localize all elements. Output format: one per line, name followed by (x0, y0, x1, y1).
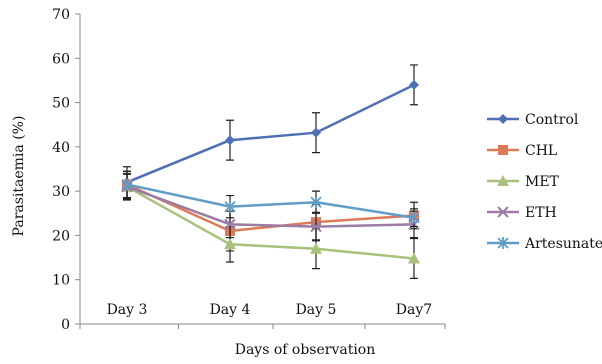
data-point-met (408, 252, 420, 264)
series-line-artesunate (126, 183, 415, 219)
legend-marker-chl (498, 145, 508, 155)
data-point-eth (310, 220, 322, 233)
data-point-artesunate (224, 200, 236, 213)
y-tick-label: 20 (52, 228, 70, 244)
legend-label: ETH (525, 205, 557, 221)
legend-label: Control (525, 112, 579, 128)
data-point-artesunate (310, 196, 322, 209)
x-tick-label: Day7 (396, 302, 432, 318)
legend-item-control: Control (487, 112, 579, 128)
series-artesunate (121, 170, 420, 228)
y-tick-label: 10 (52, 273, 70, 289)
y-tick-label: 30 (52, 184, 70, 200)
y-tick-label: 70 (52, 7, 70, 23)
legend-marker-eth (497, 206, 509, 218)
x-tick-label: Day 5 (296, 302, 337, 318)
legend-label: Artesunate (524, 236, 602, 252)
legend-item-eth: ETH (487, 205, 557, 221)
data-point-artesunate (121, 178, 133, 191)
data-point-eth (224, 218, 236, 231)
x-axis-ticks: Day 3 Day 4 Day 5 Day7 (79, 302, 446, 329)
series-line-control (126, 83, 415, 184)
y-axis-ticks: 0 10 20 30 40 50 60 70 (52, 7, 80, 333)
x-axis-title: Days of observation (235, 342, 376, 358)
legend-item-met: MET (487, 174, 560, 190)
data-point-control (311, 127, 321, 138)
data-point-control (409, 79, 419, 90)
legend-marker-artesunate (497, 237, 509, 249)
data-point-control (225, 135, 235, 146)
legend-marker-control (498, 114, 508, 124)
x-tick-label: Day 3 (107, 302, 148, 318)
legend-marker-met (497, 175, 509, 186)
series-control (122, 64, 419, 199)
x-tick-label: Day 4 (210, 302, 251, 318)
legend-item-artesunate: Artesunate (487, 236, 602, 252)
data-point-met (224, 238, 236, 250)
y-tick-label: 50 (52, 96, 70, 112)
series-line-eth (126, 185, 415, 228)
y-axis-title: Parasitaemia (%) (11, 116, 27, 237)
legend-item-chl: CHL (487, 143, 557, 159)
series-line-chl (126, 183, 415, 233)
legend-label: MET (525, 174, 560, 190)
series-line-met (126, 185, 415, 260)
y-tick-label: 0 (61, 317, 70, 333)
y-tick-label: 40 (52, 140, 70, 156)
legend-label: CHL (525, 143, 557, 159)
legend: Control CHL MET ETH Artesunate (487, 112, 602, 252)
y-tick-label: 60 (52, 51, 70, 67)
series-layer (121, 64, 420, 279)
data-point-met (310, 242, 322, 254)
data-point-artesunate (408, 211, 420, 224)
